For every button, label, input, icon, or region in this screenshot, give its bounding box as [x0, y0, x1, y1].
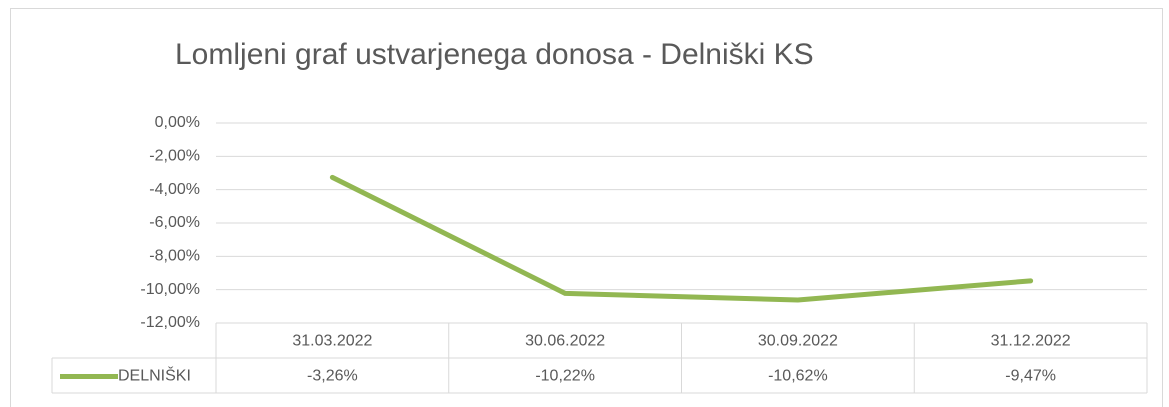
data-table-value: -10,62% [768, 368, 828, 385]
y-tick-label: -2,00% [149, 148, 200, 165]
data-line [329, 174, 1034, 303]
y-tick-label: 0,00% [155, 114, 200, 131]
chart-border [10, 8, 1163, 407]
data-table-value: -9,47% [1005, 368, 1056, 385]
x-tick-label: 31.12.2022 [991, 333, 1071, 350]
y-tick-label: -10,00% [140, 281, 200, 298]
x-tick-label: 30.09.2022 [758, 333, 838, 350]
y-tick-label: -12,00% [140, 314, 200, 331]
y-tick-label: -8,00% [149, 248, 200, 265]
data-table-value: -10,22% [535, 368, 595, 385]
x-tick-label: 31.03.2022 [292, 333, 372, 350]
legend-label: DELNIŠKI [118, 366, 191, 385]
y-tick-label: -4,00% [149, 181, 200, 198]
y-tick-label: -6,00% [149, 214, 200, 231]
chart-title: Lomljeni graf ustvarjenega donosa - Deln… [175, 38, 814, 71]
x-tick-label: 30.06.2022 [525, 333, 605, 350]
data-table-value: -3,26% [307, 368, 358, 385]
